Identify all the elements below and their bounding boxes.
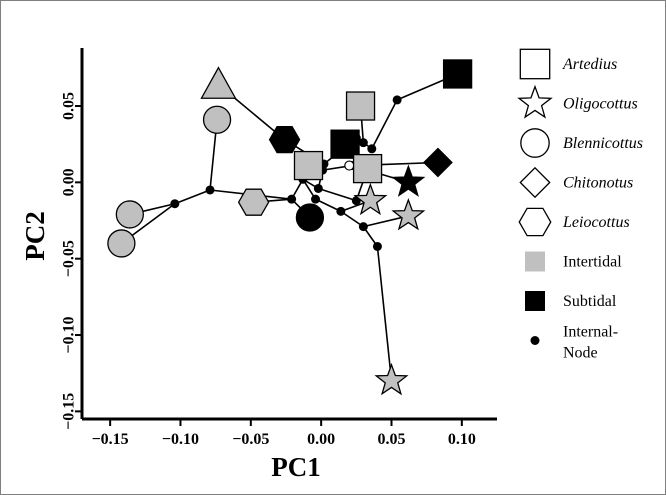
internal-node-dot [336,206,346,216]
internal-node-open-dot [344,160,355,171]
species-marker-square [442,59,473,89]
phylogeny-edge [371,99,398,150]
species-marker-hexagon [268,125,301,154]
internal-node-dot [358,222,368,232]
legend-label: Leiocottus [562,214,630,231]
legend-label: Chitonotus [563,175,633,192]
x-tick-label: 0.10 [448,431,476,448]
y-tick-label: 0.05 [61,92,78,120]
legend-label-line: Blennicottus [563,135,643,152]
legend-label-line: Artedius [562,56,617,73]
internal-node-dot [372,241,382,251]
legend-symbol-dot [530,336,540,345]
phylogeny-edge [315,198,342,213]
species-marker-square [330,129,360,159]
legend-symbol-circle [520,128,550,158]
species-marker-circle [107,229,136,258]
x-axis-title: PC1 [271,452,321,482]
y-tick-label: −0.05 [61,240,78,277]
x-tick-label: 0.00 [307,431,335,448]
species-marker-circle [295,203,325,232]
phylogeny-edge [376,246,393,381]
species-marker-hexagon [237,188,270,216]
phylogeny-edge [174,189,211,205]
internal-node-dot [313,183,323,193]
legend-symbol-star [517,84,553,119]
legend-label: Internal- Node [563,324,618,362]
x-tick-label: −0.05 [232,431,269,448]
y-tick-label: 0.00 [61,168,78,196]
species-marker-triangle [200,66,237,99]
species-marker-square [293,150,324,181]
internal-node-dot [287,194,297,204]
phylogeny-edges [120,73,458,381]
legend-label-line: Node [563,345,598,362]
legend-swatch [525,251,545,272]
internal-node-dot [367,144,377,154]
legend-label: Artedius [562,56,617,73]
legend-label-line: Chitonotus [563,175,633,192]
x-tick-label: 0.05 [377,431,405,448]
legend-label-line: Intertidal [563,254,622,271]
y-tick-label: −0.15 [61,393,78,430]
legend-swatch [525,291,545,311]
legend-label-line: Internal- [563,324,618,341]
y-tick-label: −0.10 [61,316,78,353]
phylogeny-edge [318,187,357,202]
species-marker-star [374,362,409,396]
legend-symbol-square [519,48,551,80]
legend-label-line: Leiocottus [562,214,630,231]
species-marker-star [391,198,426,231]
internal-node-dot [358,138,368,148]
legend-symbol-diamond [519,166,551,199]
x-tick-label: −0.10 [162,431,199,448]
internal-node-dot [170,199,180,209]
x-tick-label: −0.15 [92,431,129,448]
internal-node-dot [205,185,215,195]
species-marker-circle [202,105,232,134]
legend-label: Oligocottus [563,96,638,113]
legend: Artedius Oligocottus Blennicottus Chitonotu… [517,48,643,362]
y-axis-title: PC2 [20,211,50,261]
species-marker-circle [115,200,144,229]
internal-node-dot [392,95,402,105]
legend-label: Intertidal [563,254,622,271]
phylogeny-edge [340,210,364,228]
legend-label-line: Subtidal [563,293,617,310]
species-marker-square [352,153,383,184]
species-marker-diamond [422,147,453,178]
species-marker-square [345,91,376,121]
species-markers [107,59,473,396]
species-marker-star [353,182,388,216]
legend-label-line: Oligocottus [563,96,638,113]
species-marker-star [391,164,426,197]
internal-node-dot [311,194,321,204]
axes: −0.15 −0.10 −0.05 0.00 0.05 0.10 −0.15 −0.10 −0.… [61,48,497,448]
legend-label: Subtidal [563,293,617,310]
legend-label: Blennicottus [563,135,643,152]
legend-symbol-hexagon [518,207,552,237]
